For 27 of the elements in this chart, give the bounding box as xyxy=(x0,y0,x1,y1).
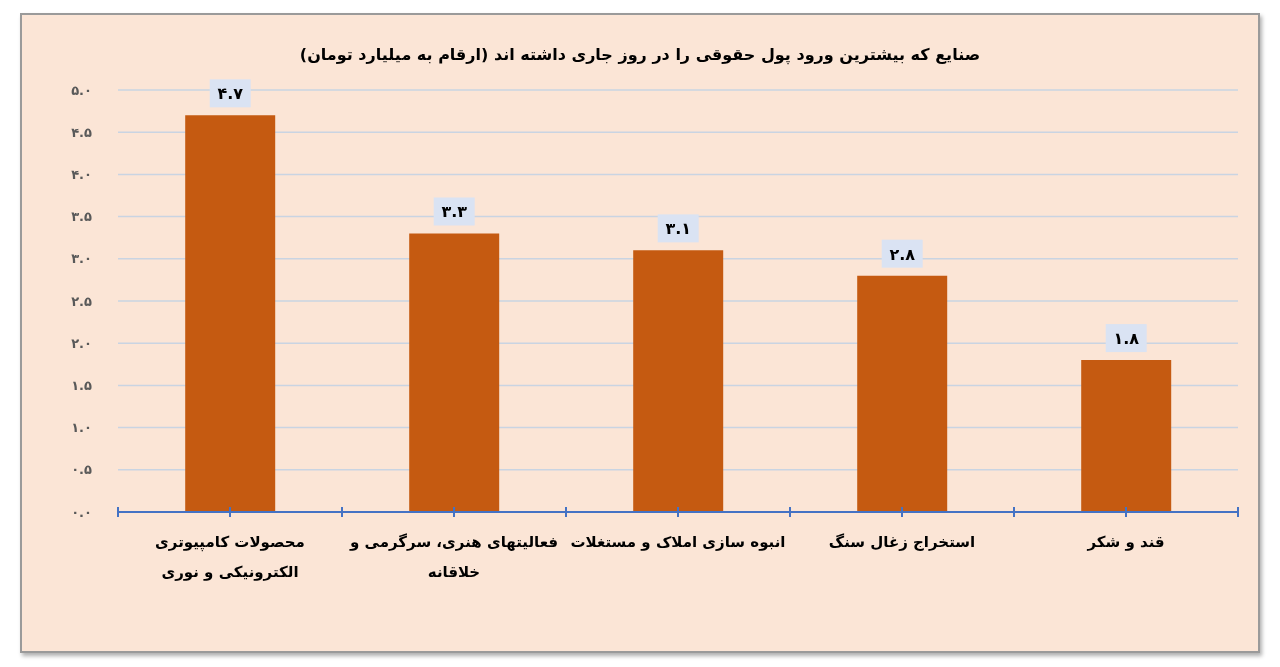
y-tick-label: ۱.۵ xyxy=(71,378,93,394)
x-tick-label: محصولات کامپیوتری الکترونیکی و نوری xyxy=(155,532,305,582)
y-tick-label: ۴.۵ xyxy=(71,124,93,140)
y-tick-label: ۲.۰ xyxy=(71,335,92,351)
x-tick-label: قند و شکر xyxy=(1086,532,1165,551)
bar xyxy=(1081,360,1172,512)
data-label: ۴.۷ xyxy=(217,84,244,104)
y-tick-label: ۵.۰ xyxy=(71,82,92,98)
bar xyxy=(633,250,724,512)
y-tick-label: ۱.۰ xyxy=(71,420,92,436)
data-label: ۳.۱ xyxy=(665,219,691,239)
bar xyxy=(185,115,276,512)
data-label: ۲.۸ xyxy=(889,244,916,264)
data-label: ۳.۳ xyxy=(441,202,468,222)
y-tick-label: ۳.۵ xyxy=(71,209,93,225)
x-tick-label: استخراج زغال سنگ xyxy=(828,532,976,551)
bar xyxy=(409,233,500,512)
x-tick-label: انبوه سازی املاک و مستغلات xyxy=(570,532,786,551)
data-label: ۱.۸ xyxy=(1113,329,1140,349)
bar xyxy=(857,275,948,512)
y-tick-label: ۰.۵ xyxy=(71,462,93,478)
y-tick-label: ۰.۰ xyxy=(71,504,92,520)
chart-title: صنایع که بیشترین ورود پول حقوقی را در روز جاری داشته اند (ارقام به میلیارد تومان) xyxy=(298,45,982,64)
y-tick-label: ۴.۰ xyxy=(71,167,92,183)
y-tick-label: ۲.۵ xyxy=(71,293,93,309)
y-tick-label: ۳.۰ xyxy=(71,251,92,267)
x-tick-label: فعالیتهای هنری، سرگرمی و خلاقانه xyxy=(349,532,558,582)
